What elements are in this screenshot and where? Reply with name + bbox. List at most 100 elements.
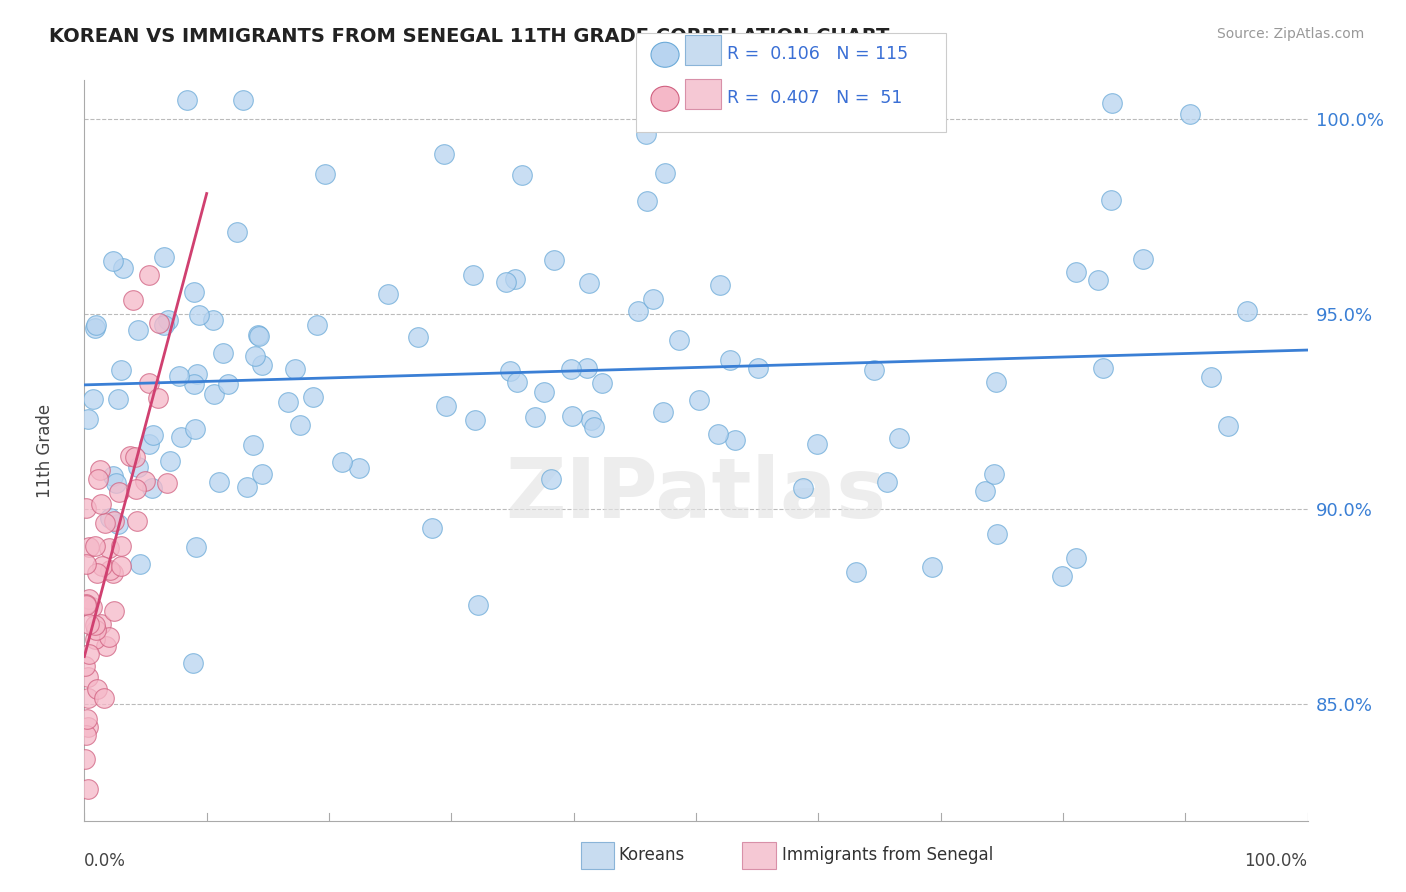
Text: 11th Grade: 11th Grade	[35, 403, 53, 498]
Point	[138, 376, 160, 391]
Point	[75, 598, 97, 612]
Point	[1064, 265, 1087, 279]
Point	[461, 268, 484, 283]
Point	[1199, 370, 1222, 384]
Point	[127, 323, 149, 337]
Point	[84, 623, 107, 637]
Point	[129, 557, 152, 571]
Point	[83, 632, 105, 647]
Point	[578, 276, 600, 290]
Point	[543, 253, 565, 268]
Point	[654, 166, 676, 180]
Point	[84, 318, 107, 332]
Point	[921, 559, 943, 574]
Point	[107, 392, 129, 407]
Point	[77, 591, 100, 606]
Point	[284, 361, 307, 376]
Point	[651, 405, 673, 419]
Point	[307, 318, 329, 332]
Point	[112, 260, 135, 275]
Point	[77, 690, 100, 705]
Point	[561, 409, 583, 424]
Point	[84, 618, 107, 632]
Point	[90, 497, 112, 511]
Point	[540, 472, 562, 486]
Point	[226, 225, 249, 239]
Point	[79, 647, 101, 661]
Point	[436, 399, 458, 413]
Point	[212, 346, 235, 360]
Point	[523, 410, 546, 425]
Point	[641, 293, 664, 307]
Point	[433, 146, 456, 161]
Point	[75, 557, 97, 571]
Point	[202, 387, 225, 401]
Point	[148, 316, 170, 330]
Point	[101, 468, 124, 483]
Point	[974, 483, 997, 498]
Point	[636, 194, 658, 208]
Point	[98, 630, 121, 644]
Point	[110, 558, 132, 573]
Point	[1132, 252, 1154, 267]
Point	[89, 463, 111, 477]
Point	[86, 682, 108, 697]
Point	[141, 481, 163, 495]
Point	[247, 329, 270, 343]
Point	[503, 272, 526, 286]
Point	[90, 559, 112, 574]
Point	[77, 412, 100, 426]
Point	[73, 658, 96, 673]
Point	[127, 460, 149, 475]
Point	[75, 752, 97, 766]
Point	[314, 167, 336, 181]
Point	[1218, 419, 1240, 434]
Point	[125, 514, 148, 528]
Text: R =  0.407   N =  51: R = 0.407 N = 51	[727, 89, 903, 107]
Point	[118, 449, 141, 463]
Point	[103, 514, 125, 528]
Point	[706, 427, 728, 442]
Point	[688, 392, 710, 407]
Point	[208, 475, 231, 490]
Point	[247, 328, 270, 343]
Point	[709, 278, 731, 293]
Point	[678, 93, 700, 107]
Point	[1101, 95, 1123, 110]
Point	[1101, 193, 1123, 207]
Point	[84, 321, 107, 335]
Point	[146, 391, 169, 405]
Point	[138, 436, 160, 450]
Point	[159, 454, 181, 468]
Point	[1236, 304, 1258, 318]
Point	[87, 472, 110, 486]
Point	[107, 516, 129, 531]
Point	[156, 475, 179, 490]
Point	[183, 377, 205, 392]
Point	[184, 541, 207, 555]
Point	[1087, 273, 1109, 287]
Text: Immigrants from Senegal: Immigrants from Senegal	[782, 847, 993, 864]
Point	[668, 333, 690, 347]
Point	[506, 375, 529, 389]
Point	[243, 349, 266, 363]
Point	[288, 418, 311, 433]
Point	[876, 475, 898, 489]
Point	[201, 313, 224, 327]
Point	[82, 600, 104, 615]
Point	[583, 420, 606, 434]
Point	[330, 455, 353, 469]
Point	[122, 293, 145, 307]
Point	[420, 521, 443, 535]
Point	[142, 427, 165, 442]
Point	[76, 712, 98, 726]
Point	[406, 330, 429, 344]
Point	[986, 375, 1008, 389]
Point	[349, 461, 371, 475]
Point	[188, 308, 211, 322]
Point	[1091, 360, 1114, 375]
Point	[134, 475, 156, 489]
Point	[377, 287, 399, 301]
Point	[107, 485, 129, 500]
Point	[183, 422, 205, 436]
